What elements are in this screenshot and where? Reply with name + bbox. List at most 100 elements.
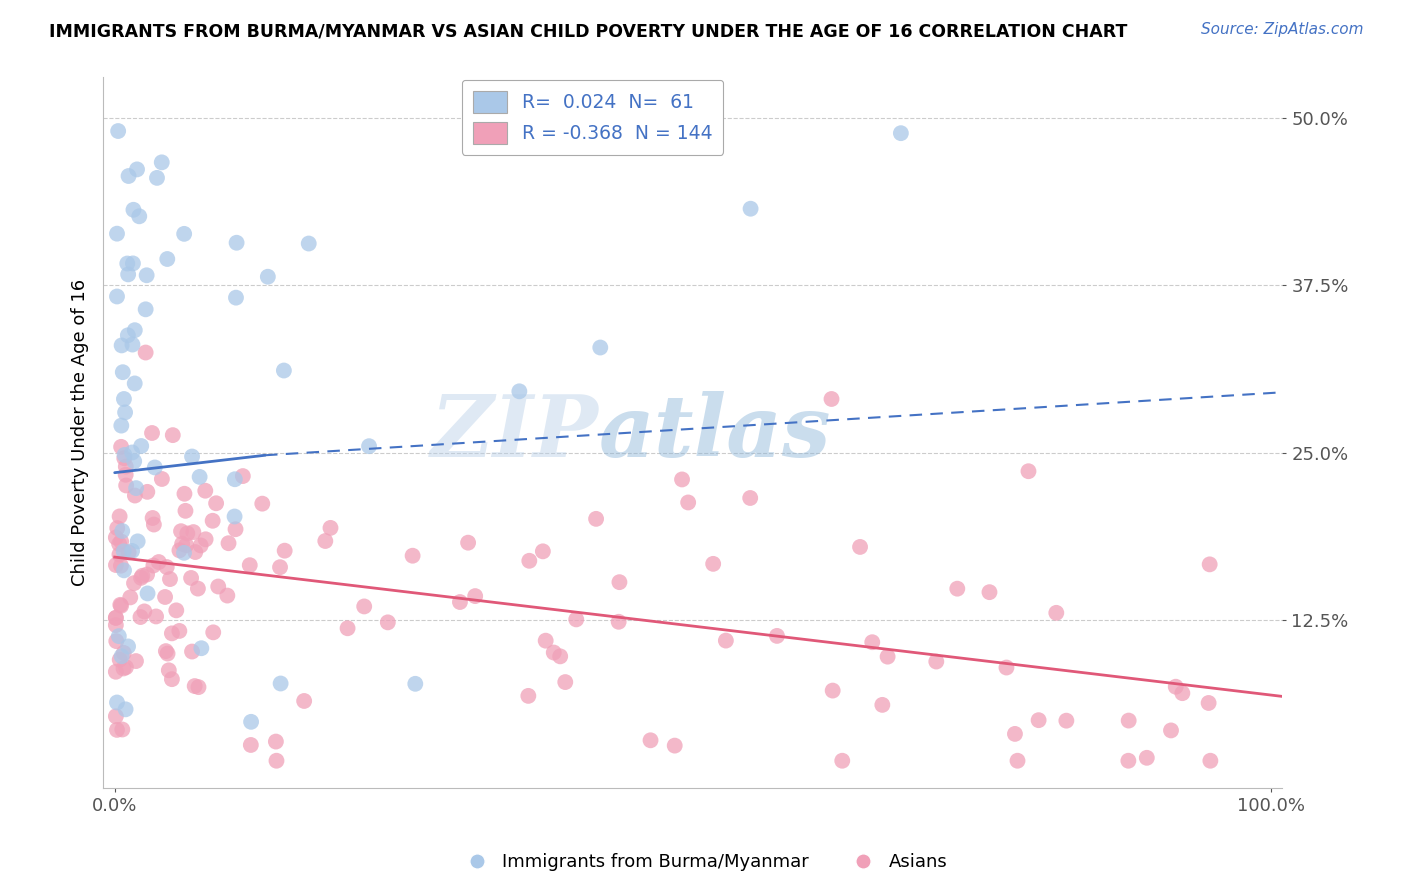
Point bbox=[1028, 713, 1050, 727]
Point bbox=[225, 522, 247, 536]
Point bbox=[187, 680, 209, 694]
Point bbox=[314, 534, 336, 549]
Point bbox=[114, 467, 136, 482]
Point bbox=[135, 268, 157, 283]
Point bbox=[104, 531, 127, 545]
Point bbox=[181, 644, 204, 658]
Point bbox=[114, 448, 136, 462]
Point bbox=[156, 647, 179, 661]
Point bbox=[181, 450, 204, 464]
Point bbox=[609, 575, 631, 590]
Point bbox=[112, 544, 135, 558]
Point bbox=[173, 227, 195, 241]
Point bbox=[201, 514, 224, 528]
Point bbox=[114, 702, 136, 716]
Point bbox=[129, 571, 152, 585]
Point bbox=[252, 497, 274, 511]
Point bbox=[170, 524, 193, 539]
Point bbox=[112, 563, 135, 577]
Text: atlas: atlas bbox=[599, 391, 831, 475]
Point bbox=[270, 676, 292, 690]
Point bbox=[740, 202, 762, 216]
Point bbox=[105, 521, 128, 535]
Point bbox=[820, 392, 842, 406]
Point bbox=[225, 291, 247, 305]
Point bbox=[104, 558, 127, 572]
Point bbox=[449, 595, 471, 609]
Point bbox=[336, 621, 359, 635]
Point bbox=[129, 610, 152, 624]
Point bbox=[112, 661, 135, 675]
Point bbox=[121, 544, 143, 558]
Point bbox=[194, 483, 217, 498]
Point bbox=[111, 338, 134, 352]
Point bbox=[205, 496, 228, 510]
Point bbox=[105, 227, 128, 241]
Text: ZIP: ZIP bbox=[430, 391, 599, 475]
Point bbox=[218, 536, 240, 550]
Point bbox=[122, 576, 145, 591]
Point bbox=[876, 649, 898, 664]
Point bbox=[143, 460, 166, 475]
Point bbox=[554, 675, 576, 690]
Point bbox=[153, 590, 176, 604]
Point bbox=[121, 445, 143, 459]
Point bbox=[159, 572, 181, 586]
Point bbox=[117, 268, 139, 282]
Point bbox=[110, 599, 132, 613]
Legend: Immigrants from Burma/Myanmar, Asians: Immigrants from Burma/Myanmar, Asians bbox=[451, 847, 955, 879]
Point bbox=[136, 586, 159, 600]
Point bbox=[240, 714, 263, 729]
Point bbox=[142, 517, 165, 532]
Text: IMMIGRANTS FROM BURMA/MYANMAR VS ASIAN CHILD POVERTY UNDER THE AGE OF 16 CORRELA: IMMIGRANTS FROM BURMA/MYANMAR VS ASIAN C… bbox=[49, 22, 1128, 40]
Point bbox=[110, 534, 132, 549]
Point bbox=[148, 555, 170, 569]
Point bbox=[150, 155, 173, 169]
Point bbox=[172, 537, 194, 551]
Point bbox=[607, 615, 630, 629]
Point bbox=[107, 124, 129, 138]
Point bbox=[141, 425, 163, 440]
Point bbox=[257, 269, 280, 284]
Point bbox=[160, 672, 183, 686]
Point bbox=[145, 609, 167, 624]
Point bbox=[127, 534, 149, 549]
Point bbox=[114, 405, 136, 419]
Point bbox=[1164, 680, 1187, 694]
Point bbox=[207, 580, 229, 594]
Point bbox=[156, 560, 179, 574]
Point bbox=[114, 459, 136, 474]
Point bbox=[135, 345, 157, 359]
Point bbox=[105, 289, 128, 303]
Point bbox=[298, 236, 321, 251]
Point bbox=[173, 546, 195, 560]
Point bbox=[124, 489, 146, 503]
Point bbox=[117, 640, 139, 654]
Point bbox=[1198, 558, 1220, 572]
Point bbox=[122, 454, 145, 468]
Point bbox=[110, 558, 132, 573]
Point bbox=[104, 665, 127, 679]
Y-axis label: Child Poverty Under the Age of 16: Child Poverty Under the Age of 16 bbox=[72, 279, 89, 586]
Point bbox=[122, 202, 145, 217]
Point bbox=[184, 545, 207, 559]
Point bbox=[169, 543, 191, 558]
Point bbox=[105, 696, 128, 710]
Point bbox=[180, 571, 202, 585]
Point bbox=[108, 509, 131, 524]
Point bbox=[585, 512, 607, 526]
Point bbox=[160, 626, 183, 640]
Point bbox=[543, 646, 565, 660]
Point bbox=[187, 582, 209, 596]
Point bbox=[548, 649, 571, 664]
Legend: R=  0.024  N=  61, R = -0.368  N = 144: R= 0.024 N= 61, R = -0.368 N = 144 bbox=[461, 79, 724, 155]
Point bbox=[264, 734, 287, 748]
Point bbox=[266, 754, 288, 768]
Point bbox=[946, 582, 969, 596]
Point bbox=[1199, 754, 1222, 768]
Point bbox=[169, 624, 191, 638]
Point bbox=[104, 618, 127, 632]
Point bbox=[110, 418, 132, 433]
Point bbox=[225, 235, 247, 250]
Point bbox=[150, 472, 173, 486]
